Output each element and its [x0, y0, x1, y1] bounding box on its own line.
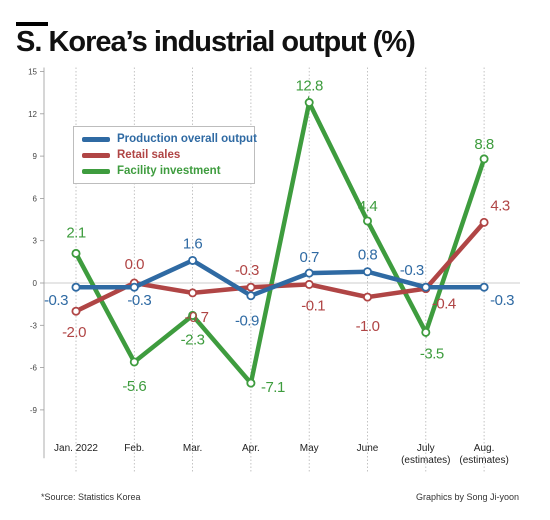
data-label: -2.0: [62, 324, 86, 341]
y-tick-label: 9: [33, 152, 38, 161]
x-tick-label: (estimates): [401, 455, 450, 466]
data-point: [421, 282, 431, 292]
y-axis: -9 -6 -3 0 3 6 9 12 15: [28, 67, 45, 459]
source-note: *Source: Statistics Korea: [41, 492, 141, 502]
data-label: -0.3: [235, 262, 259, 279]
data-label: 0.7: [300, 249, 320, 266]
data-point: [362, 267, 372, 277]
data-point: [188, 255, 198, 265]
legend-swatch-facility: [82, 168, 110, 174]
x-axis-labels: Jan. 2022 Feb. Mar. Apr. May June July(estimat…: [54, 443, 509, 466]
series-line-0: [73, 257, 487, 299]
x-tick-label: May: [300, 443, 319, 454]
legend-swatch-production: [82, 136, 110, 142]
data-point: [304, 98, 314, 108]
y-tick-label: 15: [28, 68, 37, 77]
data-point: [71, 306, 81, 316]
x-tick-label: July: [417, 443, 435, 454]
data-point: [71, 282, 81, 292]
data-label: 12.8: [296, 78, 323, 95]
data-point: [71, 248, 81, 258]
y-tick-label: -9: [30, 406, 38, 415]
data-point: [246, 282, 256, 292]
data-point: [304, 268, 314, 278]
y-tick-label: -6: [30, 364, 38, 373]
data-point: [188, 310, 198, 320]
data-label: 4.3: [490, 197, 510, 214]
data-label: -0.7: [185, 309, 209, 326]
legend-item-retail: Retail sales: [82, 147, 180, 163]
legend-label-production: Production overall output: [117, 133, 257, 145]
data-label: -0.1: [301, 297, 325, 314]
data-label: 8.8: [474, 136, 494, 153]
x-tick-label: Jan. 2022: [54, 443, 98, 454]
data-point: [479, 282, 489, 292]
legend-item-production: Production overall output: [82, 131, 257, 147]
data-point: [421, 327, 431, 337]
series-layer: [71, 95, 489, 389]
data-point: [129, 357, 139, 367]
data-label: 2.1: [66, 224, 86, 241]
legend-item-facility: Facility investment: [82, 163, 221, 179]
data-label: -2.3: [181, 331, 205, 348]
credit-note: Graphics by Song Ji-yoon: [416, 492, 520, 502]
data-label: -5.6: [122, 378, 146, 395]
x-tick-label: (estimates): [459, 455, 508, 466]
data-label: -1.0: [356, 318, 380, 335]
data-label: -0.3: [44, 292, 68, 309]
data-labels: -0.3 -0.3 1.6 -0.9 0.7 0.8 -0.3 -0.3 -2.0 0.0 -0.7…: [44, 78, 515, 397]
x-tick-label: June: [357, 443, 379, 454]
data-point: [362, 292, 372, 302]
legend: Production overall output Retail sales F…: [73, 126, 257, 184]
data-point: [246, 378, 256, 388]
data-label: 4.4: [358, 198, 378, 215]
data-point: [362, 216, 372, 226]
data-label: -0.4: [432, 296, 456, 313]
data-label: 0.8: [358, 247, 378, 264]
legend-swatch-retail: [82, 152, 110, 158]
data-point: [246, 291, 256, 301]
data-label: 1.6: [183, 235, 203, 252]
data-point: [304, 279, 314, 289]
data-label: -7.1: [261, 379, 285, 396]
y-tick-label: -3: [30, 321, 38, 330]
legend-label-retail: Retail sales: [117, 149, 181, 161]
data-point: [479, 217, 489, 227]
data-label: -3.5: [420, 345, 444, 362]
title-accent-bar: [16, 22, 48, 26]
data-point: [479, 154, 489, 164]
data-point: [129, 282, 139, 292]
data-point: [188, 288, 198, 298]
x-tick-label: Aug.: [474, 443, 495, 454]
series-line-2: [73, 95, 487, 389]
x-tick-label: Mar.: [183, 443, 202, 454]
data-label: -0.3: [490, 292, 514, 309]
data-label: -0.3: [400, 262, 424, 279]
x-tick-label: Feb.: [124, 443, 144, 454]
y-tick-label: 6: [33, 194, 38, 203]
y-tick-label: 12: [28, 110, 37, 119]
x-tick-label: Apr.: [242, 443, 260, 454]
data-label: -0.9: [235, 313, 259, 330]
data-label: 0.0: [125, 256, 145, 273]
data-label: -0.3: [127, 292, 151, 309]
y-tick-label: 0: [33, 279, 38, 288]
y-tick-label: 3: [33, 237, 38, 246]
chart-title: S. Korea’s industrial output (%): [16, 26, 416, 58]
legend-label-facility: Facility investment: [117, 165, 221, 177]
